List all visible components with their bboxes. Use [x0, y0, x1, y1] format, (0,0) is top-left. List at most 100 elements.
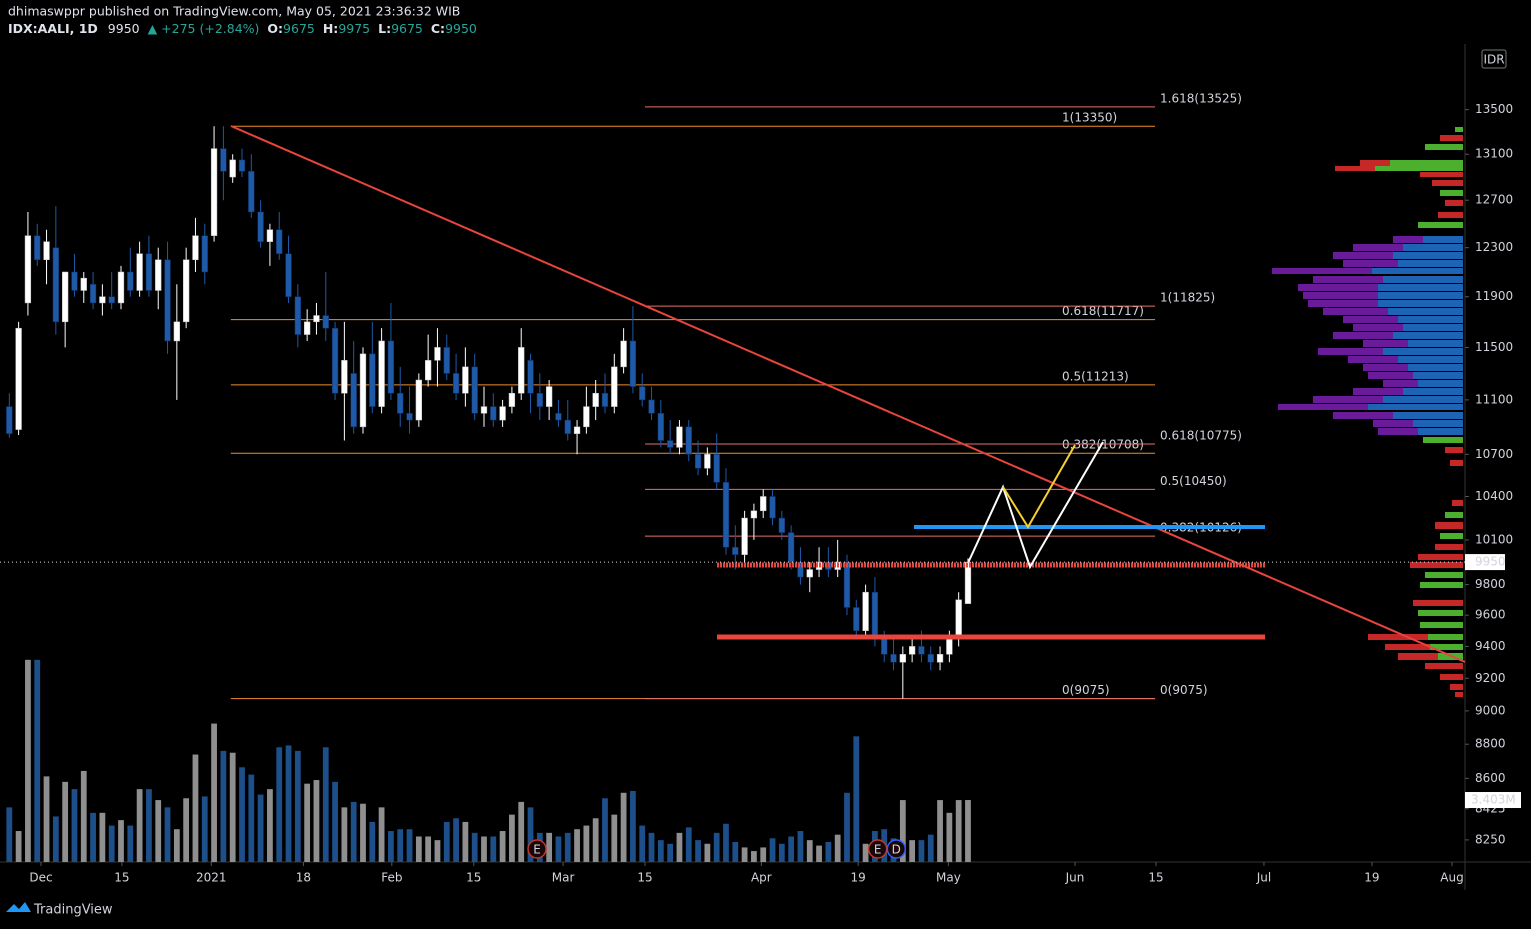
candle-body [853, 607, 860, 631]
ohlc-value: 9675 [283, 21, 315, 36]
vp-bar [1385, 644, 1430, 650]
last-price-label: 9950 [1475, 555, 1506, 569]
volume-bar [313, 780, 320, 862]
vp-bar [1403, 324, 1463, 331]
candle-body [378, 340, 385, 407]
vp-bar [1408, 364, 1463, 371]
volume-bar [704, 843, 711, 862]
volume-bar [546, 832, 553, 862]
volume-bar [518, 801, 525, 862]
candle-body [294, 296, 301, 335]
volume-bar [825, 841, 832, 862]
volume-bar [294, 750, 301, 862]
volume-bar [555, 836, 562, 862]
candle-body [34, 235, 41, 261]
ohlc-value: 9975 [338, 21, 370, 36]
ohlc-label: H: [323, 21, 338, 36]
volume-bar [769, 838, 776, 862]
volume-bar [6, 807, 13, 862]
candle-body [508, 392, 516, 407]
vp-bar [1278, 404, 1368, 410]
candle-body [881, 638, 888, 655]
candle-body [843, 561, 851, 608]
brand: TradingView [33, 903, 113, 918]
candle-body [490, 406, 497, 421]
vp-bar [1445, 200, 1463, 206]
candle-body [89, 284, 97, 304]
volume-bar [90, 812, 96, 862]
vp-bar [1353, 324, 1403, 331]
fib-label: 0.5(10450) [1160, 474, 1227, 488]
y-tick-label: 8600 [1475, 771, 1506, 785]
last-volume-label: 3.403M [1471, 793, 1516, 807]
candle-body [462, 366, 469, 394]
header-line: IDX:AALI, 1D 9950 ▲ +275 (+2.84%) O:9675… [8, 21, 477, 36]
vp-bar [1408, 340, 1463, 347]
candle-body [359, 353, 367, 428]
x-tick-label: Jun [1065, 871, 1085, 885]
candle-body [713, 454, 720, 483]
candle-body [648, 399, 655, 414]
volume-bar [146, 789, 152, 862]
x-tick-label: Mar [552, 871, 575, 885]
trend-line [230, 125, 1466, 663]
vp-bar [1455, 692, 1463, 697]
candle-body [499, 406, 506, 421]
ohlc-value: 9950 [445, 21, 477, 36]
candle-body [43, 241, 50, 261]
vp-bar [1455, 127, 1463, 132]
volume-bar [276, 747, 283, 862]
published-line: dhimaswppr published on TradingView.com,… [8, 4, 460, 19]
vp-bar [1435, 544, 1463, 550]
volume-bar [955, 800, 962, 862]
y-tick-label: 9600 [1475, 608, 1506, 622]
x-tick-label: May [936, 871, 961, 885]
candle-body [908, 646, 916, 655]
vp-bar [1428, 634, 1463, 640]
candle-body [117, 271, 125, 304]
vp-bar [1398, 356, 1463, 363]
volume-bar [332, 781, 338, 862]
x-tick-label: 15 [114, 871, 129, 885]
y-tick-label: 12700 [1475, 193, 1513, 207]
candle-body [546, 386, 553, 407]
volume-bar [862, 843, 869, 862]
vp-bar [1420, 172, 1463, 177]
candle-body [592, 392, 599, 407]
vp-bar [1378, 292, 1463, 299]
currency: IDR [1483, 53, 1504, 67]
y-tick-label: 9000 [1475, 703, 1506, 717]
candle-body [322, 315, 329, 329]
volume-bar [611, 814, 618, 862]
candle-body [369, 353, 376, 407]
volume-bar [453, 818, 459, 862]
vp-bar [1403, 388, 1463, 395]
volume-bar [211, 723, 217, 862]
candle-body [331, 327, 339, 394]
vp-bar [1368, 372, 1413, 379]
vp-bar [1418, 222, 1463, 228]
candle-body [257, 211, 264, 242]
fib-label: 0(9075) [1062, 683, 1110, 697]
candle-body [397, 392, 404, 414]
vp-bar [1440, 533, 1463, 539]
vp-bar [1378, 284, 1463, 291]
vp-bar [1353, 244, 1403, 251]
vp-bar [1393, 412, 1463, 419]
candle-body [434, 347, 441, 361]
candle-body [573, 426, 581, 434]
volume-bar [630, 790, 636, 862]
candle-body [127, 271, 134, 291]
vp-bar [1343, 260, 1398, 267]
candle-body [871, 591, 879, 639]
vp-bar [1423, 437, 1463, 443]
candle-body [443, 347, 450, 374]
candle-body [220, 148, 227, 172]
candle-body [145, 253, 153, 291]
vp-bar [1413, 372, 1463, 379]
candle-body [238, 159, 246, 172]
vp-bar [1432, 180, 1463, 186]
vp-bar [1418, 610, 1463, 616]
candle-body [183, 259, 190, 323]
